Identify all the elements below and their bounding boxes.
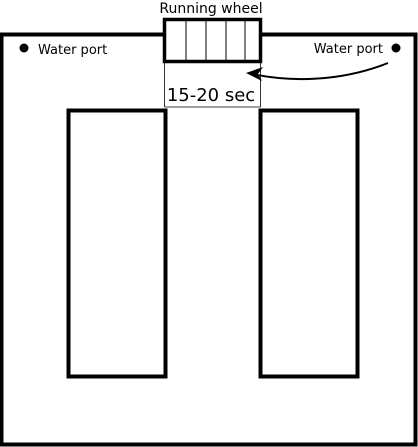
left-water-port (19, 43, 29, 53)
right-water-port (391, 43, 401, 53)
running-wheel-box (162, 17, 263, 64)
return-arrow-head (246, 67, 263, 81)
right-inner-block (258, 108, 360, 379)
right-water-port-label: Water port (314, 42, 383, 57)
running-wheel-slats (185, 21, 246, 60)
left-water-port-label: Water port (38, 43, 107, 58)
interval-label: 15-20 sec (167, 85, 255, 106)
return-arrow (251, 62, 389, 81)
running-wheel-label: Running wheel (159, 1, 262, 17)
left-inner-block (66, 108, 168, 379)
